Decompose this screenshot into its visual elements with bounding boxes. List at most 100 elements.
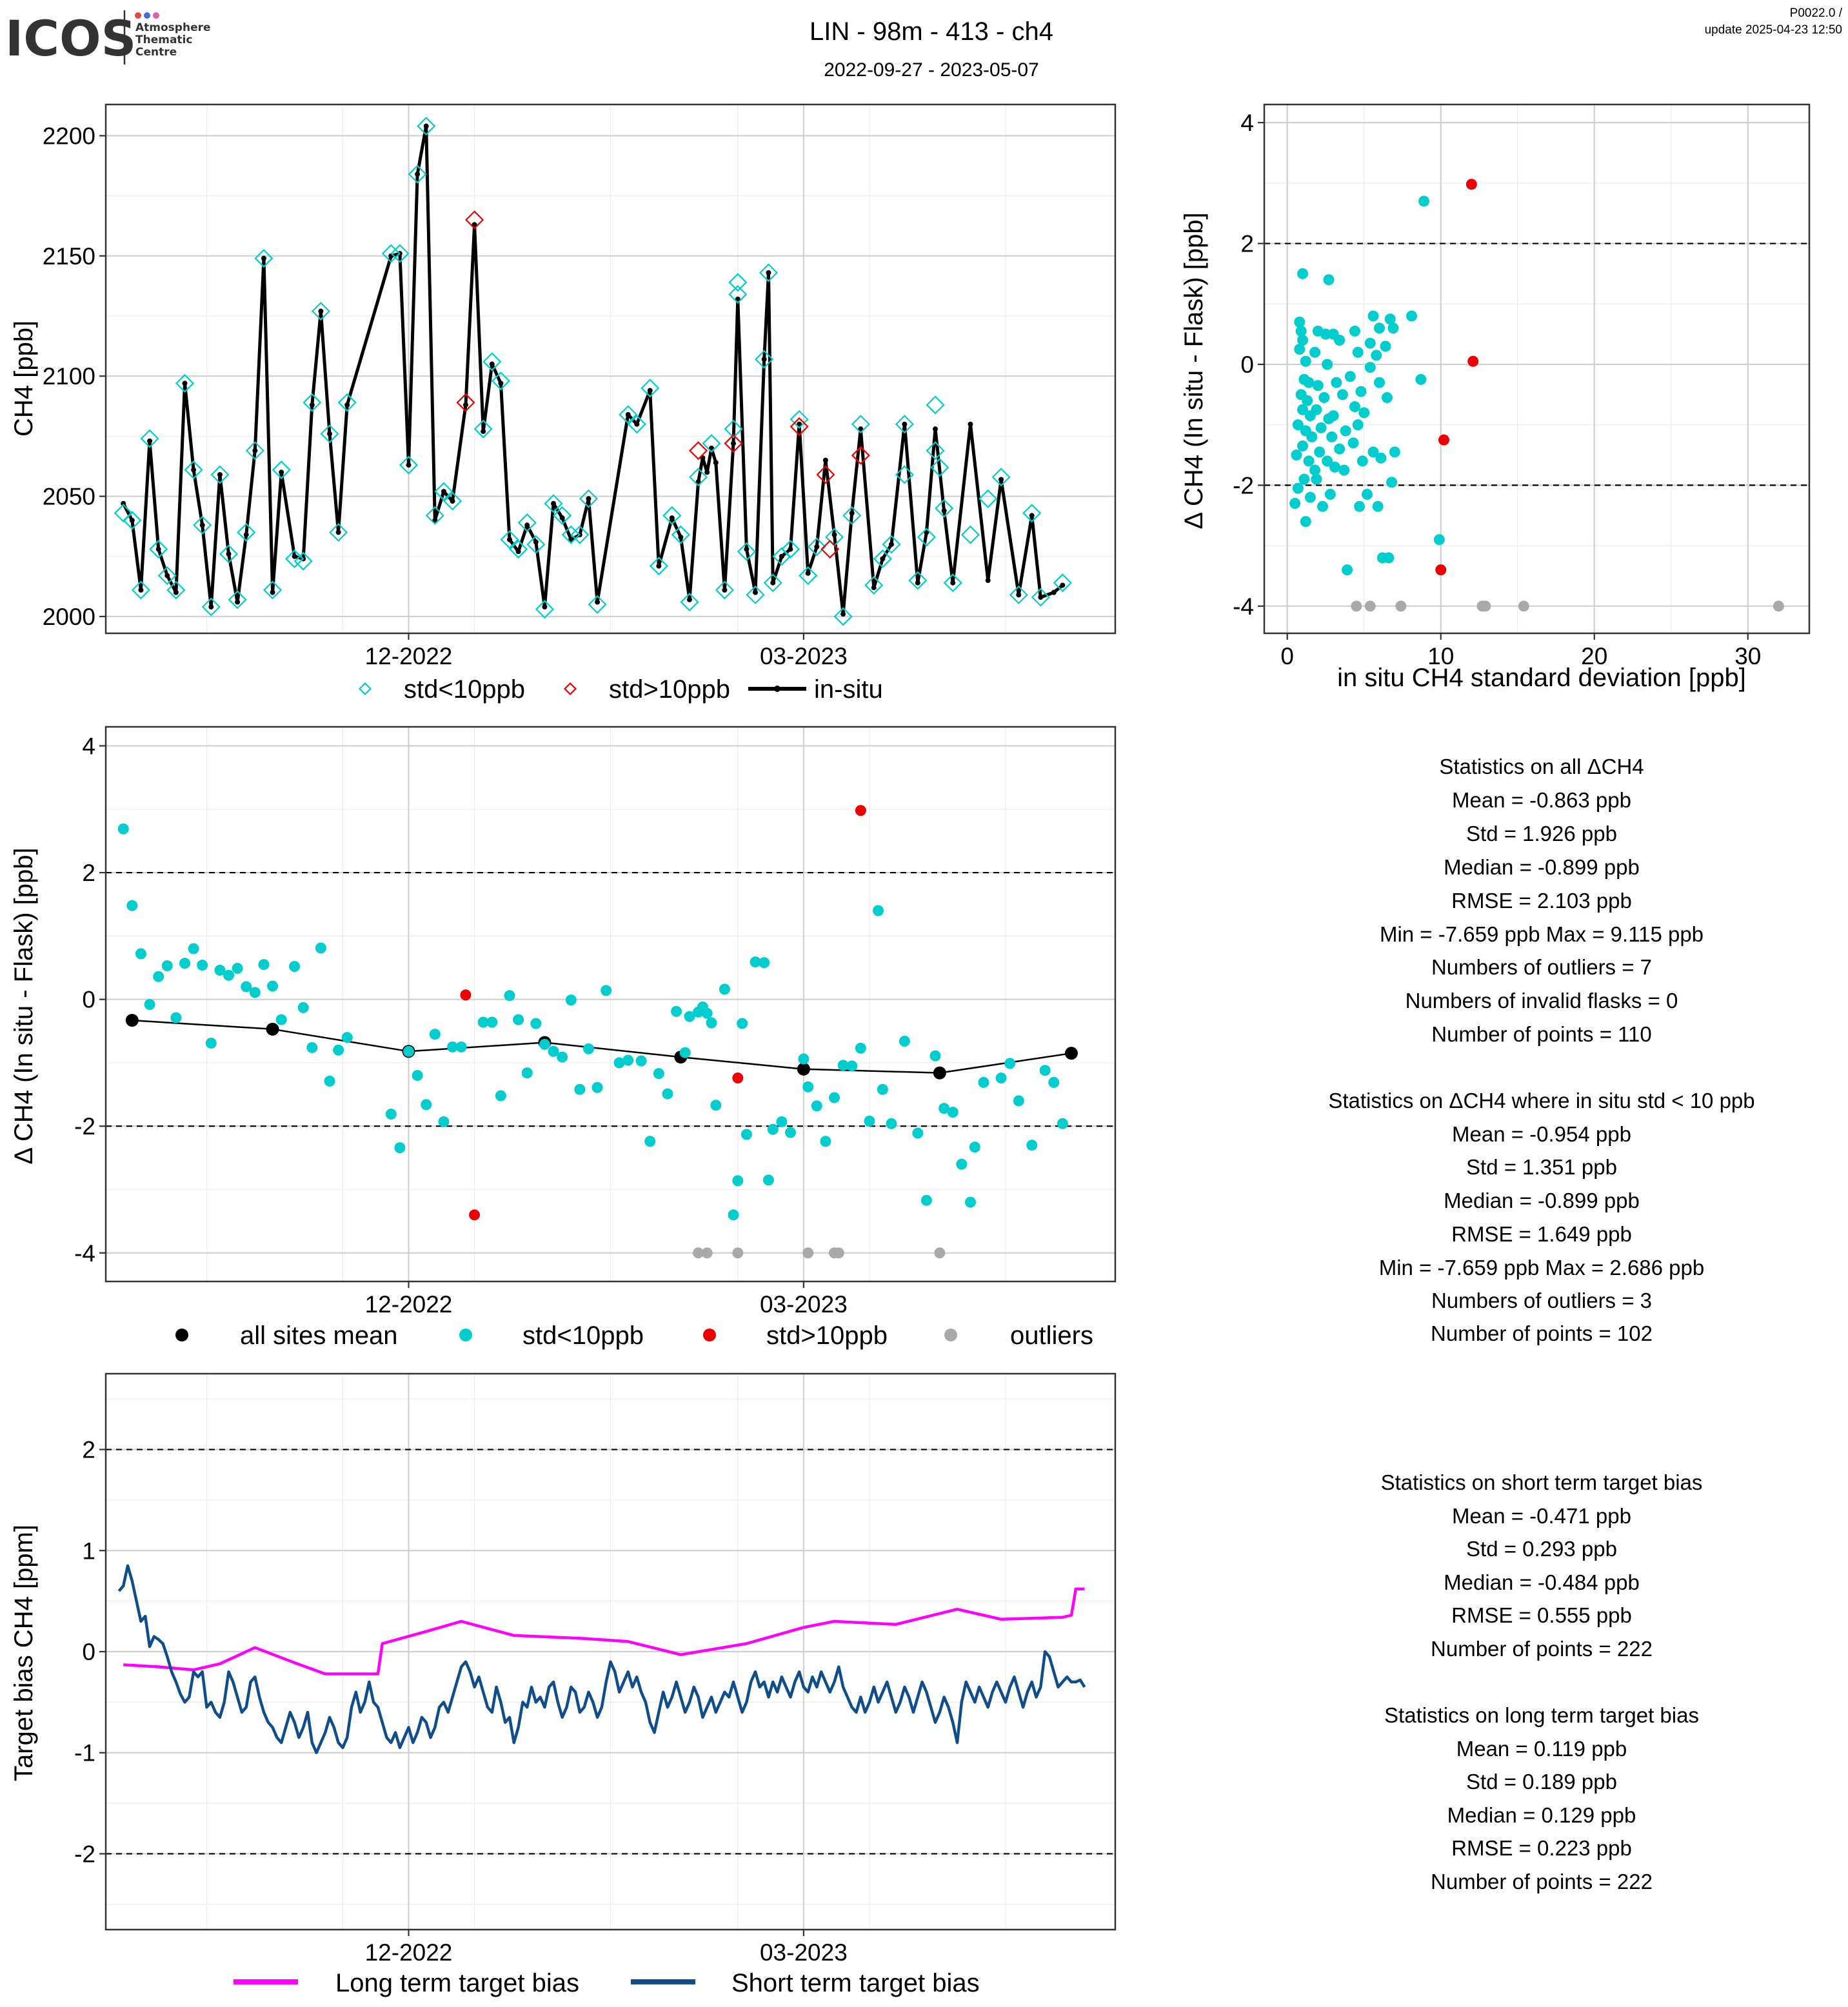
delta-std-10ppb-point [126, 900, 138, 911]
timeseries-std-10ppb-marker [193, 515, 212, 535]
bias-ytick-label: 0 [82, 1639, 95, 1665]
timeseries-std-10ppb-marker [311, 301, 330, 321]
stats-short-rmse: RMSE = 0.555 ppb [1451, 1603, 1632, 1627]
delta-std-10ppb-point [679, 1047, 691, 1058]
scatter-std-10ppb-point [1367, 446, 1379, 458]
timeseries-std-10ppb-marker [166, 580, 186, 600]
scatter-std-10ppb-point [1316, 500, 1328, 512]
delta-std-10ppb-point [504, 990, 515, 1002]
timeseries-std-10ppb-marker [895, 415, 914, 434]
scatter-std-10ppb-point [1322, 359, 1333, 370]
timeseries-in-situ-point [902, 421, 908, 427]
timeseries-std-10ppb-marker [588, 595, 607, 614]
stats-std10-std: Std = 1.351 ppb [1466, 1155, 1617, 1179]
timeseries-in-situ-point [814, 544, 820, 549]
timeseries-xtick-label: 03-2023 [760, 643, 848, 669]
delta-std-10ppb-point [557, 1051, 568, 1063]
stats-long-median: Median = 0.129 ppb [1447, 1803, 1636, 1827]
stats-long-term: Statistics on long term target bias Mean… [1384, 1703, 1699, 1893]
timeseries-in-situ-point [309, 402, 315, 408]
scatter-xtick-label: 30 [1734, 643, 1761, 669]
timeseries-std-10ppb-marker [780, 539, 800, 559]
scatter-std-10ppb-point [1358, 407, 1370, 419]
scatter-std-10ppb-point [1349, 325, 1360, 337]
delta-std-10ppb-point [732, 1175, 744, 1187]
stats-long-mean: Mean = 0.119 ppb [1456, 1737, 1627, 1761]
scatter-grid [1264, 104, 1809, 633]
scatter-std-10ppb-point [1298, 473, 1310, 485]
delta-std-10ppb-point [929, 1050, 941, 1062]
delta-std-10ppb-point [671, 1005, 682, 1017]
scatter-outliers-point [1364, 600, 1376, 612]
scatter-std-10ppb-point [1349, 401, 1360, 413]
delta-std-10ppb-point [767, 1123, 779, 1135]
timeseries-in-situ-point [968, 421, 973, 427]
stats-long-npoints: Number of points = 222 [1431, 1870, 1653, 1893]
scatter-std-10ppb-point [1297, 334, 1309, 346]
delta-std-10ppb-point [297, 1002, 309, 1013]
delta-std-10ppb-point [214, 964, 226, 976]
timeseries-xtick-label: 12-2022 [365, 643, 453, 669]
timeseries-series [114, 116, 1072, 626]
timeseries-std-10ppb-marker [535, 600, 554, 619]
bias-ylabel: Target bias CH4 [ppm] [10, 1525, 38, 1781]
delta-outliers-point [802, 1247, 814, 1259]
logo-dot-3 [153, 12, 159, 19]
timeseries-in-situ-point [915, 580, 920, 586]
timeseries-in-situ-point [586, 496, 591, 502]
bias-xtick-label: 12-2022 [365, 1939, 453, 1966]
scatter-std-10ppb-point [1311, 473, 1322, 485]
stats-all-minmax: Min = -7.659 ppb Max = 9.115 ppb [1380, 922, 1704, 946]
bias-frame [104, 1372, 1117, 1931]
timeseries-in-situ-point [840, 611, 846, 617]
delta-std-10ppb-point [530, 1018, 542, 1029]
timeseries-std-10ppb-marker [662, 506, 682, 525]
scatter-ytick-label: -4 [1233, 593, 1254, 620]
scatter-std-10ppb-point [1352, 346, 1364, 358]
timeseries-in-situ-point [595, 599, 601, 605]
scatter-std-10ppb-point [1364, 337, 1376, 349]
timeseries-std-10ppb-marker [579, 489, 599, 508]
timeseries-in-situ-point [292, 553, 297, 559]
delta-std-10ppb-point [267, 980, 279, 992]
stats-short-term: Statistics on short term target bias Mea… [1381, 1470, 1703, 1661]
timeseries-std-10ppb-marker [1031, 588, 1050, 607]
timeseries-in-situ-point [761, 357, 767, 362]
timeseries-in-situ-point [415, 172, 421, 177]
delta-std-10ppb-point [710, 1100, 722, 1111]
delta-xtick-label: 03-2023 [760, 1291, 848, 1318]
timeseries-std-10ppb-marker [456, 393, 475, 412]
stats-std10-title: Statistics on ΔCH4 where in situ std < 1… [1328, 1089, 1754, 1112]
scatter-std-10ppb-point [1294, 316, 1306, 328]
timeseries-std-10ppb-marker [517, 513, 537, 533]
timeseries-std-10ppb-marker [526, 535, 546, 554]
delta-all-sites-mean-point [266, 1022, 279, 1036]
timeseries-std-10ppb-marker [908, 571, 928, 590]
delta-all-sites-mean-point [1064, 1047, 1078, 1060]
legend-label-in-situ: in-situ [814, 675, 883, 704]
bias-legend: Long term target bias Short term target … [233, 1969, 980, 1997]
scatter-outliers-point [1773, 600, 1784, 612]
timeseries-in-situ-point [191, 467, 197, 473]
scatter-ytick-label: 2 [1240, 231, 1254, 257]
timeseries-std-10ppb-marker [500, 530, 519, 549]
scatter-std-10ppb-point [1374, 377, 1386, 388]
scatter-series [1289, 179, 1784, 612]
legend-label-delta-std-gt-10: std>10ppb [766, 1321, 888, 1350]
delta-std-10ppb-point [644, 1136, 656, 1147]
bias-grid [106, 1374, 1115, 1930]
timeseries-ytick-label: 2150 [43, 243, 95, 270]
timeseries-in-situ-point [164, 573, 170, 578]
scatter-std-10ppb-point [1342, 564, 1353, 576]
timeseries-std-10ppb-marker [320, 424, 339, 444]
timeseries-std-10ppb-marker [293, 551, 313, 571]
stats-short-median: Median = -0.484 ppb [1444, 1570, 1640, 1594]
delta-std-10ppb-point [275, 1014, 287, 1025]
logo-dot-1 [135, 12, 141, 19]
timeseries-in-situ-point [235, 599, 241, 605]
scatter-std-10ppb-point [1347, 437, 1359, 449]
timeseries-in-situ-point [335, 529, 341, 535]
timeseries-in-situ-point [788, 546, 793, 552]
timeseries-std-10ppb-marker [184, 460, 203, 480]
